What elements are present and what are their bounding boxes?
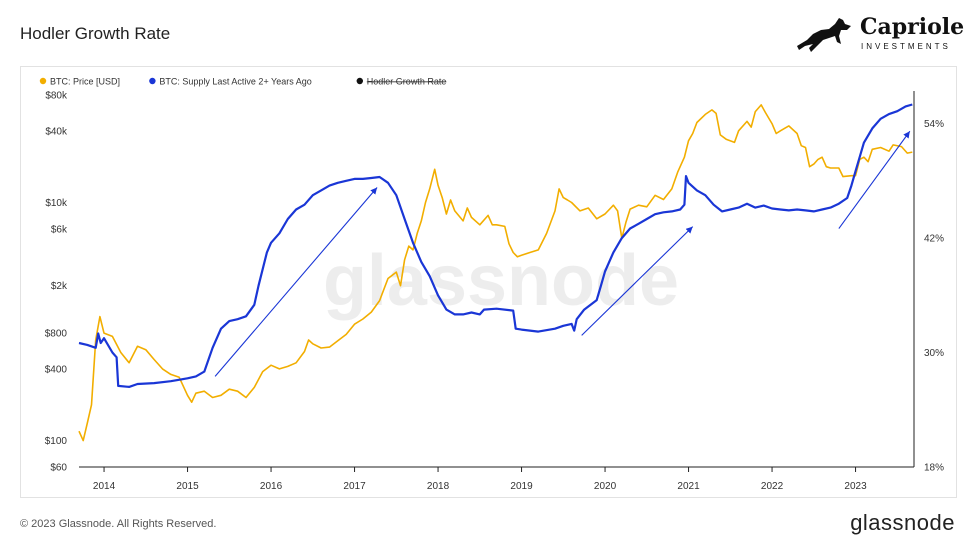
trend-arrow-0 — [214, 187, 378, 377]
x-tick-label-7: 2021 — [677, 481, 700, 492]
y-left-tick-5: $800 — [45, 329, 68, 340]
legend-dot-0 — [39, 77, 47, 85]
legend-label-1: BTC: Supply Last Active 2+ Years Ago — [159, 77, 311, 87]
horse-icon — [797, 18, 851, 52]
chart-legend: BTC: Price [USD] BTC: Supply Last Active … — [39, 77, 447, 87]
y-left-tick-7: $100 — [45, 436, 68, 447]
y-right-tick-2: 30% — [924, 348, 944, 359]
x-tick-label-5: 2019 — [510, 481, 533, 492]
series-line-1 — [78, 103, 913, 388]
y-right-tick-0: 54% — [924, 119, 944, 130]
legend-label-2: Hodler Growth Rate — [367, 77, 447, 87]
y-right-tick-3: 18% — [924, 463, 944, 474]
brand-name: Capriole — [860, 14, 965, 40]
y-left-tick-3: $6k — [51, 224, 68, 235]
chart-frame: glassnode BTC: Price [USD] BTC: Supply La… — [20, 66, 957, 498]
capriole-logo: Capriole INVESTMENTS — [795, 14, 964, 56]
trend-arrow-1 — [581, 226, 694, 336]
y-left-tick-4: $2k — [51, 281, 68, 292]
y-left-tick-6: $400 — [45, 364, 68, 375]
y-left-tick-1: $40k — [45, 126, 68, 137]
chart-axes: $80k $40k $10k $6k $2k $800 $400 $100 $60 54% 42% 3… — [45, 91, 944, 493]
legend-dot-2 — [356, 77, 363, 85]
watermark: glassnode — [323, 241, 679, 321]
trend-arrow-2 — [838, 130, 911, 229]
glassnode-logo: glassnode — [850, 510, 955, 535]
y-left-tick-0: $80k — [45, 91, 68, 102]
x-tick-label-1: 2015 — [176, 481, 199, 492]
y-right-tick-1: 42% — [924, 234, 944, 245]
page-title: Hodler Growth Rate — [20, 24, 171, 43]
x-tick-label-9: 2023 — [844, 481, 867, 492]
x-tick-label-3: 2017 — [343, 481, 366, 492]
chart-annotations — [214, 130, 911, 377]
legend-label-0: BTC: Price [USD] — [50, 77, 120, 87]
series-line-0 — [78, 104, 913, 442]
y-left-tick-8: $60 — [50, 463, 67, 474]
x-tick-label-0: 2014 — [93, 481, 116, 492]
copyright-text: © 2023 Glassnode. All Rights Reserved. — [20, 518, 217, 530]
x-tick-label-6: 2020 — [594, 481, 617, 492]
chart-series — [78, 103, 913, 442]
x-tick-label-4: 2018 — [427, 481, 450, 492]
y-left-tick-2: $10k — [45, 198, 68, 209]
x-tick-label-8: 2022 — [761, 481, 784, 492]
hodler-chart: glassnode BTC: Price [USD] BTC: Supply La… — [39, 77, 944, 493]
brand-subtitle: INVESTMENTS — [861, 42, 951, 51]
x-tick-label-2: 2016 — [260, 481, 283, 492]
legend-dot-1 — [149, 77, 156, 85]
